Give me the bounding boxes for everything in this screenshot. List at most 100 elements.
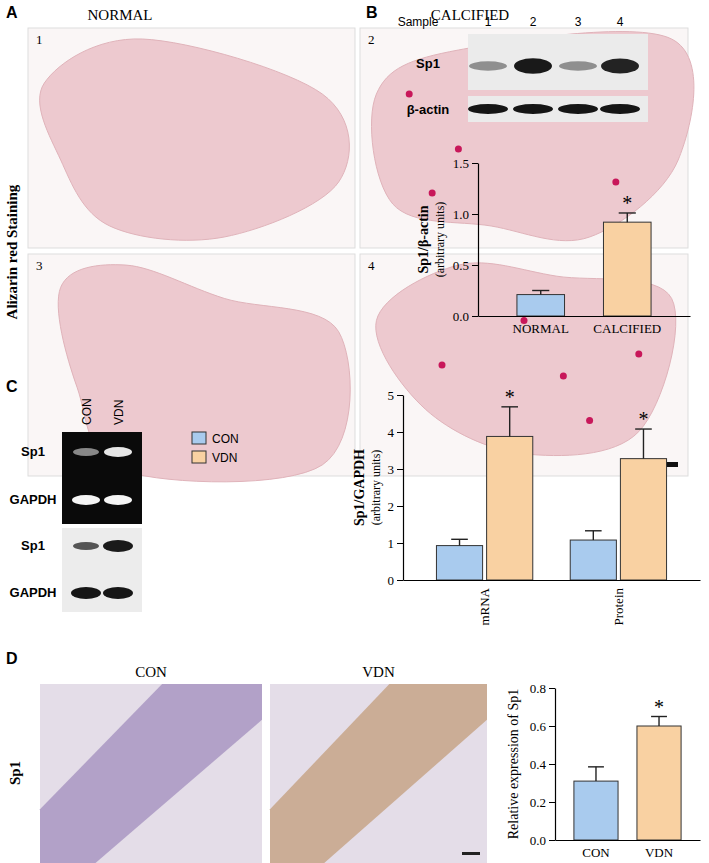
y-tick-label: 0.8 bbox=[530, 681, 546, 696]
x-axis-line bbox=[556, 840, 701, 841]
bar bbox=[436, 546, 482, 580]
y-axis: 0.00.51.01.5 bbox=[453, 156, 479, 324]
band-label: Sp1 bbox=[21, 444, 45, 459]
x-tick-label: Protein bbox=[611, 588, 626, 626]
ihc-image bbox=[270, 684, 487, 863]
x-tick-label: NORMAL bbox=[513, 321, 569, 336]
annotation: * bbox=[622, 192, 632, 214]
error-bar bbox=[585, 531, 602, 540]
blot-band bbox=[514, 58, 552, 74]
panel-b: Sample1234Sp1β-actin bbox=[398, 15, 648, 122]
y-tick-mark bbox=[549, 802, 555, 803]
lane-label: CON bbox=[80, 398, 94, 425]
error-bar-cap bbox=[451, 539, 468, 540]
y-tick-label: 5 bbox=[388, 388, 395, 403]
calcium-deposit bbox=[612, 179, 619, 186]
y-tick: 2 bbox=[388, 499, 404, 514]
bar bbox=[637, 726, 681, 840]
column-header: CON bbox=[135, 664, 167, 680]
x-axis-line bbox=[479, 316, 691, 317]
y-tick-mark bbox=[397, 580, 403, 581]
blot-band bbox=[469, 61, 507, 71]
calcium-deposit bbox=[560, 373, 567, 380]
blot-band bbox=[600, 104, 640, 114]
row-label: Sp1 bbox=[7, 761, 23, 785]
blot-band bbox=[468, 104, 508, 114]
column-header: NORMAL bbox=[87, 7, 152, 23]
panel-a: 1234NORMALCALCIFIEDAlizarin red Staining bbox=[4, 7, 694, 482]
y-tick-mark bbox=[549, 688, 555, 689]
image-number: 2 bbox=[368, 32, 375, 47]
vessel-wall bbox=[40, 684, 262, 863]
panel-d: CONVDNSp1 bbox=[7, 664, 487, 863]
y-tick-label: 0.0 bbox=[530, 833, 546, 848]
calcium-deposit bbox=[429, 190, 436, 197]
error-bar-stem bbox=[509, 407, 510, 437]
blot-band bbox=[71, 587, 101, 599]
bars bbox=[436, 407, 666, 580]
y-tick: 3 bbox=[388, 462, 404, 477]
error-bar-stem bbox=[595, 767, 596, 781]
bar bbox=[570, 540, 616, 580]
sample-number: 4 bbox=[617, 15, 624, 29]
x-tick: CALCIFIED bbox=[593, 316, 661, 336]
y-tick: 1 bbox=[388, 536, 404, 551]
image-number: 4 bbox=[368, 258, 375, 273]
y-tick: 5 bbox=[388, 388, 404, 403]
x-tick-label: CALCIFIED bbox=[593, 321, 661, 336]
gel-band bbox=[104, 495, 132, 505]
ihc-image bbox=[40, 684, 262, 863]
y-axis-title: Relative expression of Sp1 bbox=[506, 689, 521, 839]
y-tick-mark bbox=[397, 469, 403, 470]
x-tick: mRNA bbox=[477, 580, 492, 626]
y-tick: 1.0 bbox=[453, 207, 478, 222]
gel-image bbox=[62, 432, 142, 524]
y-tick-mark bbox=[549, 726, 555, 727]
blot-band bbox=[513, 104, 553, 114]
y-axis: 012345 bbox=[388, 388, 404, 588]
y-tick-mark bbox=[472, 214, 478, 215]
blot-band bbox=[601, 59, 639, 74]
bar bbox=[517, 295, 565, 316]
x-axis: CONVDN bbox=[556, 840, 701, 860]
blot-image bbox=[468, 34, 648, 90]
sample-number: 2 bbox=[530, 15, 537, 29]
x-tick: CON bbox=[582, 840, 610, 860]
calcium-deposit bbox=[455, 146, 462, 153]
blot-image bbox=[62, 528, 142, 612]
y-tick-mark bbox=[397, 395, 403, 396]
y-tick: 0.2 bbox=[530, 795, 555, 810]
vessel-wall bbox=[270, 684, 487, 863]
x-axis: NORMAL CALCIFIED bbox=[479, 316, 691, 336]
bar bbox=[574, 781, 618, 840]
panel-label: B bbox=[366, 4, 378, 21]
gel-band bbox=[72, 495, 100, 505]
legend: CONVDN bbox=[192, 432, 239, 465]
bar bbox=[487, 436, 533, 580]
band-label: GAPDH bbox=[10, 492, 57, 507]
panel-label: C bbox=[6, 378, 18, 395]
x-axis-line bbox=[404, 580, 701, 581]
y-tick-label: 0 bbox=[388, 573, 395, 588]
error-bar bbox=[588, 767, 604, 781]
error-bar-cap bbox=[585, 530, 602, 531]
x-tick-label: mRNA bbox=[477, 587, 492, 625]
calcium-deposit bbox=[586, 417, 593, 424]
y-tick-mark bbox=[397, 543, 403, 544]
column-header: CALCIFIED bbox=[431, 7, 510, 23]
error-bar-stem bbox=[658, 717, 659, 727]
error-bar-stem bbox=[627, 213, 628, 222]
error-bar bbox=[501, 407, 518, 437]
band-label: GAPDH bbox=[10, 585, 57, 600]
panel-label: A bbox=[6, 4, 18, 21]
y-axis-title: (arbitrary units) bbox=[433, 202, 447, 278]
y-tick-label: 0.6 bbox=[530, 719, 547, 734]
band-label: Sp1 bbox=[21, 538, 45, 553]
calcium-deposit bbox=[406, 91, 413, 98]
y-tick-label: 1 bbox=[388, 536, 395, 551]
bar-chart: 012345mRNAProteinSp1/GAPDH(arbitrary uni… bbox=[192, 386, 701, 626]
image-number: 3 bbox=[36, 258, 43, 273]
bar-chart: 0.00.51.01.5NORMALCALCIFIEDSp1/β-actin(a… bbox=[416, 156, 691, 337]
calcium-deposit bbox=[635, 350, 642, 357]
lane-label: VDN bbox=[112, 400, 126, 425]
